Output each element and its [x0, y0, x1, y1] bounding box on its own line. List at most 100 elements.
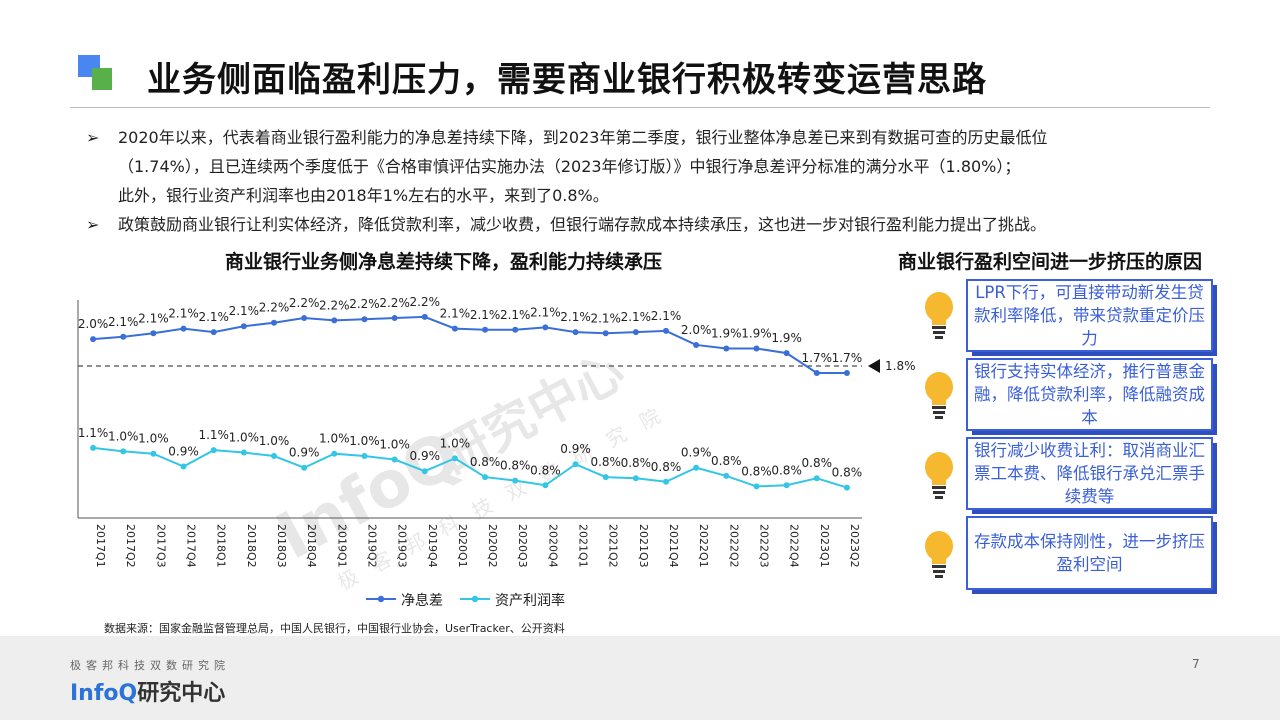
data-label: 0.8%	[711, 454, 742, 468]
data-label: 2.2%	[349, 297, 380, 311]
data-point	[512, 477, 519, 484]
reason-box-inclusive-finance: 银行支持实体经济，推行普惠金融，降低贷款利率，降低融资成本	[966, 358, 1217, 435]
data-label: 0.9%	[560, 442, 591, 456]
data-point	[240, 449, 247, 456]
data-label: 1.1%	[198, 428, 229, 442]
data-label: 0.8%	[741, 464, 772, 478]
x-tick-label: 2022Q1	[697, 524, 710, 568]
footer-logo-text: 研究中心	[137, 681, 226, 706]
data-label: 2.0%	[681, 323, 712, 337]
x-tick-label: 2021Q1	[577, 524, 590, 568]
data-label: 2.2%	[289, 296, 320, 310]
legend: 净息差 资产利润率	[366, 592, 565, 609]
data-label: 2.1%	[651, 309, 682, 323]
reference-marker-icon	[868, 359, 880, 373]
bullet-arrow-icon: ➢	[86, 128, 100, 147]
legend-marker-nim	[377, 595, 385, 603]
data-point	[451, 325, 458, 332]
data-label: 2.1%	[138, 311, 169, 325]
data-point	[451, 455, 458, 462]
x-tick-label: 2019Q3	[396, 524, 409, 568]
bullet-item-1: ➢ 2020年以来，代表着商业银行盈利能力的净息差持续下降，到2023年第二季度…	[86, 123, 1216, 210]
x-tick-label: 2021Q4	[667, 524, 680, 568]
data-label: 2.1%	[198, 310, 229, 324]
data-label: 0.9%	[289, 446, 320, 460]
reason-box-deposit-cost: 存款成本保持刚性，进一步挤压盈利空间	[966, 516, 1217, 594]
data-label: 2.0%	[78, 317, 109, 331]
bullet-item-2: ➢ 政策鼓励商业银行让利实体经济，降低贷款利率，减少收费，但银行端存款成本持续承…	[86, 210, 1216, 239]
x-tick-labels: 2017Q1 2017Q2 2017Q3 2017Q4 2018Q1 2018Q2 2018…	[94, 524, 861, 568]
data-point	[210, 447, 217, 454]
data-label: 1.7%	[832, 351, 863, 365]
reason-text: 银行减少收费让利：取消商业汇票工本费、降低银行承兑汇票手续费等	[974, 441, 1205, 506]
bullet-arrow-icon: ➢	[86, 215, 100, 234]
bullet-1-line-1: 2020年以来，代表着商业银行盈利能力的净息差持续下降，到2023年第二季度，银…	[118, 128, 1048, 147]
bullet-list: ➢ 2020年以来，代表着商业银行盈利能力的净息差持续下降，到2023年第二季度…	[86, 123, 1216, 239]
data-label: 0.9%	[410, 449, 441, 463]
data-label: 0.8%	[590, 455, 621, 469]
x-tick-label: 2017Q3	[154, 524, 167, 568]
lightbulb-icon	[925, 452, 953, 499]
data-label: 2.1%	[470, 308, 501, 322]
data-label: 1.0%	[319, 432, 350, 446]
data-label: 1.0%	[138, 432, 169, 446]
data-point	[120, 333, 127, 340]
data-label: 0.8%	[771, 463, 802, 477]
x-tick-label: 2018Q1	[215, 524, 228, 568]
data-point	[663, 327, 669, 334]
data-point	[180, 463, 187, 470]
data-point	[180, 325, 187, 332]
page-title: 业务侧面临盈利压力，需要商业银行积极转变运营思路	[147, 60, 987, 100]
reasons-heading: 商业银行盈利空间进一步挤压的原因	[898, 251, 1203, 273]
data-label: 0.8%	[530, 463, 561, 477]
data-label: 1.9%	[741, 326, 772, 340]
data-point	[813, 370, 820, 377]
data-point	[632, 475, 639, 482]
data-label: 2.1%	[500, 308, 531, 322]
footer-bar	[0, 636, 1280, 720]
data-label: 1.0%	[379, 438, 410, 452]
x-tick-label: 2020Q3	[516, 524, 529, 568]
lightbulb-icon	[925, 372, 953, 419]
data-label: 2.2%	[319, 298, 350, 312]
x-tick-label: 2019Q2	[365, 524, 378, 568]
reference-label: 1.8%	[885, 359, 916, 373]
data-point	[753, 345, 760, 352]
data-label: 1.9%	[711, 326, 742, 340]
data-point	[753, 483, 760, 490]
x-tick-label: 2017Q2	[124, 524, 137, 568]
data-point	[723, 472, 730, 479]
x-tick-label: 2021Q3	[637, 524, 650, 568]
data-point	[482, 474, 489, 481]
reason-box-fee-reduction: 银行减少收费让利：取消商业汇票工本费、降低银行承兑汇票手续费等	[966, 437, 1217, 514]
data-point	[512, 326, 519, 333]
data-point	[361, 316, 368, 323]
data-label: 2.2%	[410, 295, 441, 309]
series-layer: 2.0% 2.1% 2.1% 2.1% 2.1% 2.1% 2.2% 2.2% 2.2% 2.2%…	[78, 295, 862, 491]
data-label: 0.9%	[681, 446, 712, 460]
data-label: 1.0%	[440, 436, 471, 450]
bullet-1-line-2: （1.74%），且已连续两个季度低于《合格审慎评估实施办法（2023年修订版）》…	[118, 157, 1021, 176]
data-point	[150, 330, 157, 337]
x-tick-label: 2023Q2	[848, 524, 861, 568]
data-label: 1.7%	[802, 351, 833, 365]
data-point	[301, 315, 308, 322]
data-point	[150, 450, 157, 457]
data-label: 2.1%	[560, 310, 591, 324]
data-point	[572, 461, 579, 468]
data-point	[331, 317, 338, 324]
x-tick-label: 2018Q4	[305, 524, 318, 568]
x-tick-label: 2022Q2	[727, 524, 740, 568]
bullet-1-line-3: 此外，银行业资产利润率也由2018年1%左右的水平，来到了0.8%。	[118, 186, 609, 205]
data-label: 0.9%	[168, 445, 199, 459]
data-label: 1.9%	[771, 331, 802, 345]
data-point	[271, 319, 277, 326]
data-point	[783, 482, 790, 489]
x-tick-label: 2020Q4	[546, 524, 559, 568]
data-label: 2.1%	[108, 315, 139, 329]
x-tick-label: 2017Q1	[94, 524, 107, 568]
x-tick-label: 2020Q2	[486, 524, 499, 568]
data-label: 0.8%	[470, 455, 501, 469]
footer-logo-brand: InfoQ	[70, 681, 138, 706]
